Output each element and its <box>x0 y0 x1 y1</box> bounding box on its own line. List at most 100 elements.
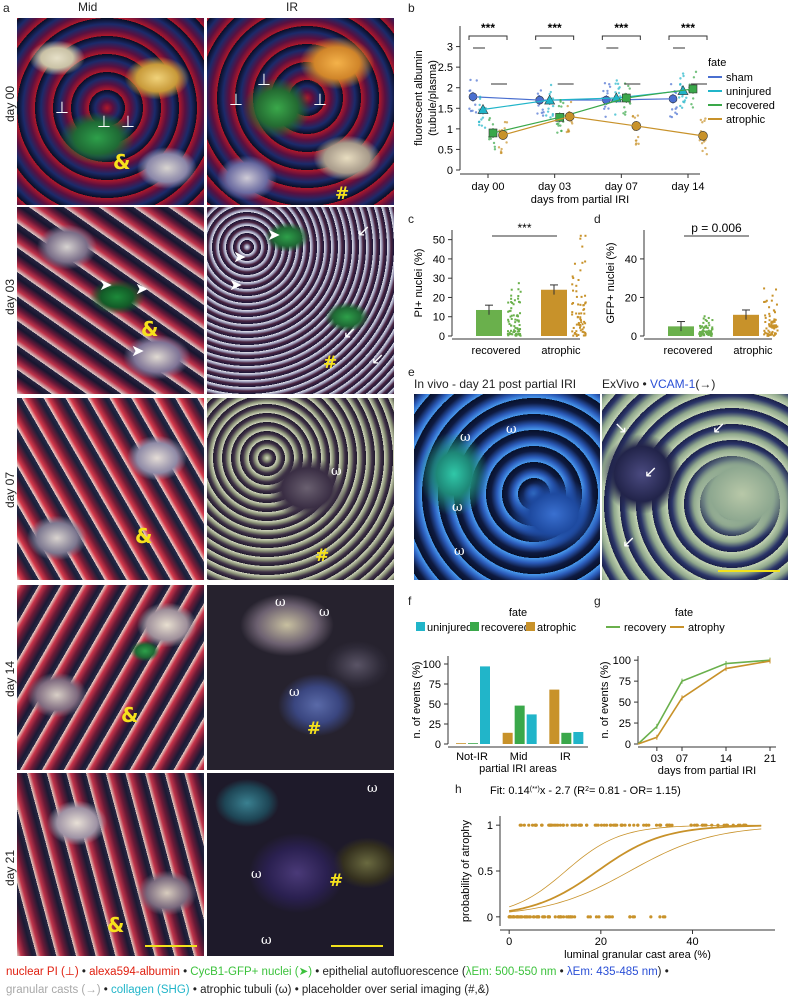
panel-label-h: h <box>455 782 462 796</box>
raw-point <box>603 107 606 110</box>
cycb1-arrowhead: ➤ <box>229 275 243 294</box>
raw-point <box>776 329 779 332</box>
y-tick-label: 20 <box>625 292 637 304</box>
vcam1-arrow: ↙ <box>712 418 726 437</box>
panel-label-c: c <box>408 212 414 226</box>
raw-point <box>507 310 510 313</box>
raw-point <box>707 316 710 319</box>
micrograph-mid-day14: & <box>17 585 204 770</box>
atrophic-omega: ω <box>454 544 465 559</box>
raw-point <box>505 121 509 124</box>
fit-sup2: 2 <box>585 786 589 793</box>
chart-h: Fit: 0.14(**)x - 2.7 (R2= 0.81 - OR= 1.1… <box>460 785 775 960</box>
raw-point <box>536 112 539 115</box>
raw-point <box>537 104 540 107</box>
raw-point <box>571 283 574 286</box>
raw-point <box>577 333 580 336</box>
raw-point <box>581 330 584 333</box>
raw-point <box>770 324 773 327</box>
raw-point <box>483 126 487 129</box>
raw-point <box>512 303 515 306</box>
legend-sep: • <box>189 984 201 996</box>
raw-point <box>515 334 518 337</box>
x-tick-label: 21 <box>764 753 776 765</box>
raw-point <box>699 324 702 327</box>
panel-label-b: b <box>408 1 415 15</box>
raw-point <box>699 118 703 122</box>
raw-point <box>572 289 575 292</box>
raw-point <box>561 915 566 919</box>
raw-point <box>771 330 774 333</box>
raw-point <box>579 234 582 237</box>
raw-point <box>570 120 573 123</box>
raw-point <box>557 124 560 127</box>
raw-point <box>767 334 770 337</box>
raw-point <box>540 111 544 115</box>
raw-point <box>572 823 576 827</box>
panel-e-title-left: In vivo - day 21 post partial IRI <box>414 377 577 391</box>
raw-point <box>469 78 472 82</box>
raw-point <box>670 823 674 827</box>
raw-point <box>510 288 513 291</box>
raw-point <box>614 113 617 116</box>
raw-point <box>658 915 662 919</box>
raw-point <box>519 312 522 315</box>
raw-point <box>519 290 522 293</box>
raw-point <box>477 120 481 124</box>
panel-e-title-right: ExVivo • VCAM-1(→) <box>602 377 715 391</box>
raw-point <box>488 118 491 122</box>
raw-point <box>480 118 483 121</box>
raw-point <box>603 105 607 108</box>
raw-point <box>583 320 586 323</box>
raw-point <box>542 915 546 919</box>
y-tick-label: 2 <box>447 83 453 95</box>
cycb1-arrowhead: ➤ <box>267 225 281 244</box>
raw-point <box>512 330 515 333</box>
raw-point <box>768 325 771 328</box>
legend-label-recovered: recovered <box>726 100 775 112</box>
raw-point <box>581 261 584 264</box>
x-axis-label: days from partial IRI <box>658 765 756 776</box>
raw-point <box>551 104 555 108</box>
raw-point <box>541 108 544 111</box>
raw-point <box>702 321 705 324</box>
y-axis-label: probability of atrophy <box>460 819 472 922</box>
raw-point <box>503 120 507 124</box>
raw-point <box>571 311 574 314</box>
chart-g: fate recovery atrophy 0 25 50 75 100 03 07 14 21 day… <box>599 607 776 776</box>
raw-point <box>702 140 706 143</box>
raw-point <box>511 915 516 919</box>
fit-curve <box>509 824 762 912</box>
raw-point <box>619 823 623 827</box>
raw-point <box>603 82 607 85</box>
bar-IR-recovered <box>561 732 572 744</box>
raw-point <box>679 77 682 80</box>
raw-point <box>571 275 574 278</box>
atrophic-omega: ω <box>367 781 378 796</box>
scale-bar <box>145 945 197 947</box>
y-tick-label: 0 <box>487 912 493 924</box>
legend-swatch-uninjured <box>416 622 425 631</box>
scale-bar <box>331 945 383 947</box>
raw-point <box>768 306 771 309</box>
raw-point <box>578 823 582 827</box>
raw-point <box>515 314 518 317</box>
raw-point <box>478 97 482 100</box>
raw-point <box>517 328 520 331</box>
raw-point <box>493 148 497 151</box>
micrograph-mid-day00: ⊥ ⊥ ⊥ & <box>17 18 204 205</box>
raw-point <box>509 315 512 318</box>
raw-point <box>681 95 684 98</box>
raw-point <box>575 333 578 336</box>
raw-point <box>517 319 520 322</box>
legend-nuclear-pi: nuclear PI (⊥) <box>6 966 79 978</box>
raw-point <box>704 146 707 150</box>
raw-point <box>624 110 627 114</box>
raw-point <box>637 142 640 146</box>
bar-Not-IR-atrophic <box>456 743 466 744</box>
atrophic-omega: ω <box>319 605 330 620</box>
raw-point <box>489 137 493 140</box>
raw-point <box>561 823 565 827</box>
raw-point <box>774 332 777 335</box>
raw-point <box>513 299 516 302</box>
